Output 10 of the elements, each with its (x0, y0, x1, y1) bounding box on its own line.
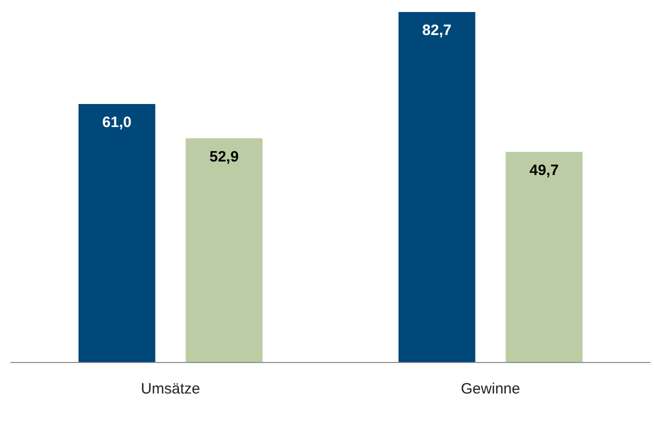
bar (186, 138, 262, 362)
data-label: 82,7 (422, 22, 452, 40)
data-label: 61,0 (102, 114, 132, 131)
bar (398, 12, 476, 362)
data-label: 52,9 (210, 148, 239, 166)
bar (506, 152, 582, 362)
bar (78, 104, 156, 362)
data-label: 49,7 (530, 162, 559, 179)
x-tick-label: Umsätze (140, 380, 200, 398)
x-tick-label: Gewinne (460, 380, 520, 398)
